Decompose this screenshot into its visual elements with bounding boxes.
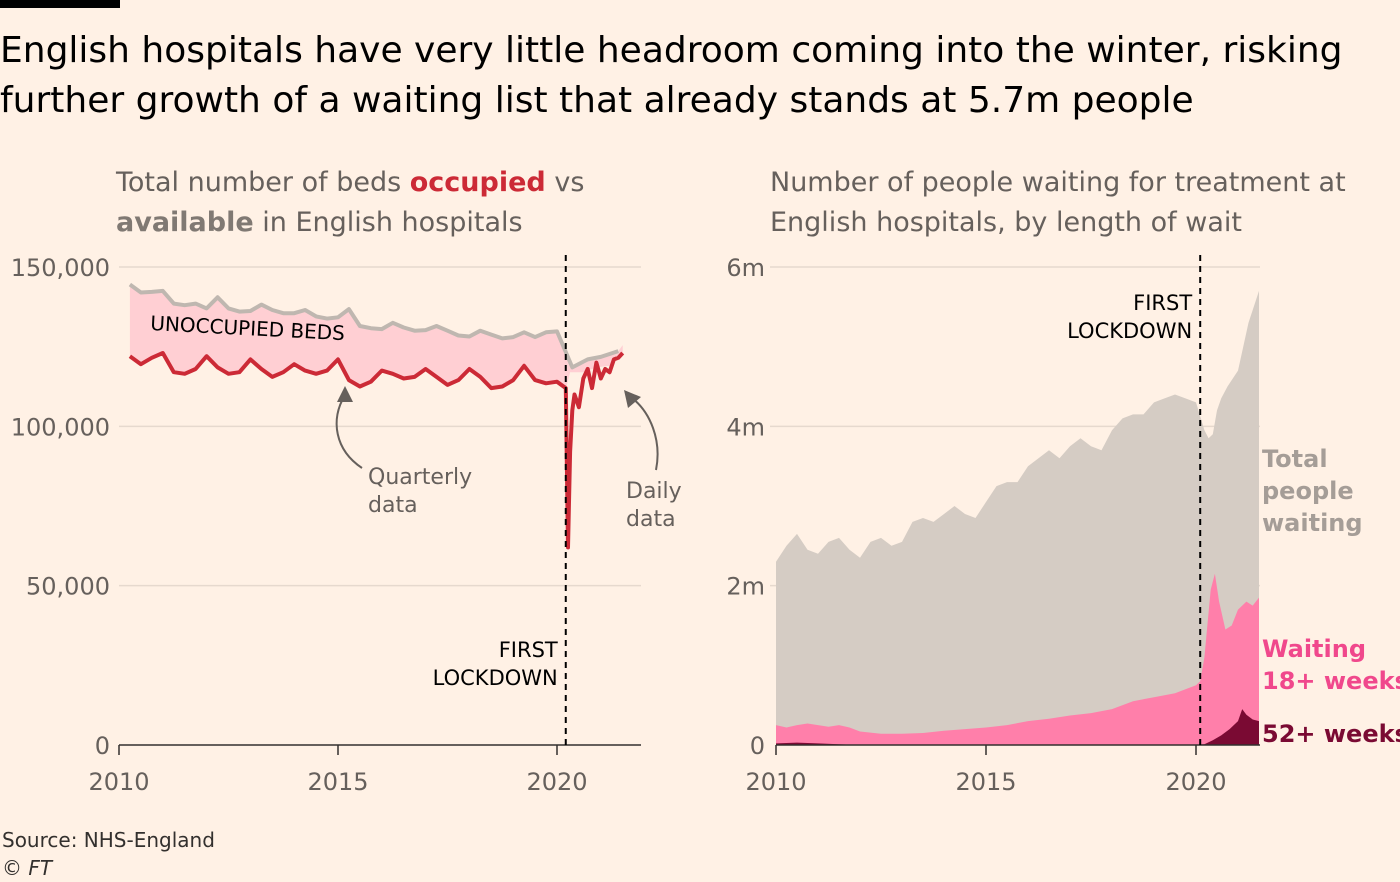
available-beds-line <box>128 282 619 370</box>
lockdown-label: FIRST <box>1133 291 1192 315</box>
waiting-18-weeks-label: 18+ weeks <box>1262 667 1400 695</box>
right-chart-subtitle: Number of people waiting for treatment a… <box>770 167 1346 238</box>
x-tick-label: 2020 <box>1165 768 1226 796</box>
total-waiting-label: Total <box>1262 445 1328 473</box>
occupied-beds-line <box>128 351 625 550</box>
waiting-18-weeks-label: Waiting <box>1262 635 1366 663</box>
y-tick-label: 100,000 <box>11 413 110 441</box>
quarterly-arrow <box>335 394 363 469</box>
daily-arrow <box>631 397 659 471</box>
ft-top-bar <box>0 0 120 8</box>
credit-text: © FT <box>2 856 53 880</box>
y-tick-label: 0 <box>95 732 110 760</box>
subtitle-available: available <box>116 207 254 238</box>
left-chart-subtitle: Total number of beds occupied vs availab… <box>116 163 676 243</box>
y-tick-label: 150,000 <box>11 254 110 282</box>
y-tick-label: 0 <box>750 732 765 760</box>
waiting-52-weeks-label: 52+ weeks <box>1262 720 1400 748</box>
waiting-area-0 <box>776 290 1259 745</box>
subtitle-part: Total number of beds <box>116 167 410 198</box>
y-tick-label: 6m <box>726 254 765 282</box>
y-tick-label: 2m <box>726 573 765 601</box>
x-tick-label: 2020 <box>526 768 587 796</box>
subtitle-part: vs <box>545 167 585 198</box>
daily-data-label: data <box>626 507 676 532</box>
lockdown-label: LOCKDOWN <box>433 666 558 690</box>
source-note: Source: NHS-England © FT <box>2 826 215 882</box>
quarterly-data-label: data <box>368 493 418 518</box>
total-waiting-label: waiting <box>1262 509 1363 537</box>
y-tick-label: 50,000 <box>26 573 110 601</box>
source-text: Source: NHS-England <box>2 828 215 852</box>
lockdown-label: LOCKDOWN <box>1067 319 1192 343</box>
x-tick-label: 2015 <box>307 768 368 796</box>
y-tick-label: 4m <box>726 413 765 441</box>
quarterly-arrowhead <box>337 386 353 402</box>
subtitle-part: in English hospitals <box>253 207 523 238</box>
quarterly-data-label: Quarterly <box>368 465 472 490</box>
lockdown-label: FIRST <box>499 638 558 662</box>
subtitle-occupied: occupied <box>409 167 546 198</box>
waiting-area-2 <box>776 709 1259 745</box>
x-tick-label: 2015 <box>955 768 1016 796</box>
total-waiting-label: people <box>1262 477 1354 505</box>
daily-arrowhead <box>624 390 641 408</box>
waiting-area-1 <box>776 573 1259 745</box>
x-tick-label: 2010 <box>88 768 149 796</box>
headline: English hospitals have very little headr… <box>0 30 1343 121</box>
x-tick-label: 2010 <box>745 768 806 796</box>
daily-data-label: Daily <box>626 479 682 504</box>
